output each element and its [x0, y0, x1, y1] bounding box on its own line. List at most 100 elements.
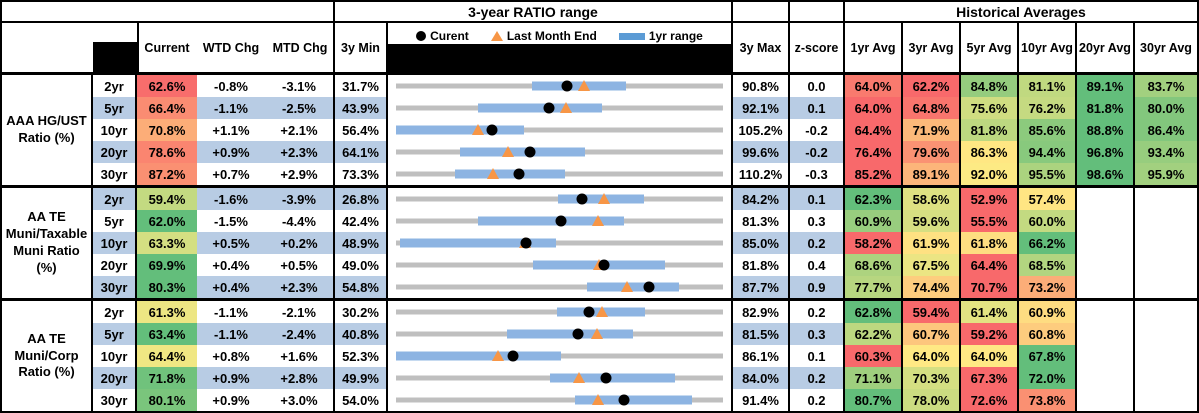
cell-avg-30yr [1135, 323, 1197, 345]
cell-current: 71.8% [137, 367, 197, 389]
cell-tenor: 2yr [93, 75, 137, 97]
triangle-icon [490, 31, 503, 41]
cell-avg-10yr: 68.5% [1019, 254, 1077, 276]
cell-avg-3yr: 58.6% [903, 188, 961, 210]
range-chart [388, 254, 733, 276]
1yr-range-bar [506, 329, 633, 339]
cell-wtd-chg: -0.8% [197, 75, 265, 97]
cell-avg-10yr: 73.2% [1019, 276, 1077, 298]
last-month-end-triangle [502, 145, 515, 157]
header-blank-max [733, 2, 790, 23]
range-track-wrap [396, 301, 723, 323]
cell-mtd-chg: +2.8% [265, 367, 335, 389]
legend-label: Curent [430, 29, 469, 43]
col-header-5yr-avg: 5yr Avg [961, 23, 1019, 72]
cell-avg-30yr: 83.7% [1135, 75, 1197, 97]
cell-avg-3yr: 60.7% [903, 323, 961, 345]
last-month-end-triangle [491, 349, 504, 361]
range-track-wrap [396, 389, 723, 411]
cell-avg-30yr [1135, 254, 1197, 276]
col-header-3y-max: 3y Max [733, 23, 790, 72]
cell-wtd-chg: -1.1% [197, 97, 265, 119]
range-track-wrap [396, 75, 723, 97]
range-track-wrap [396, 323, 723, 345]
cell-avg-3yr: 74.4% [903, 276, 961, 298]
range-track-wrap [396, 345, 723, 367]
dot-icon [416, 31, 427, 41]
cell-current: 80.1% [137, 389, 197, 411]
cell-mtd-chg: -3.1% [265, 75, 335, 97]
cell-avg-10yr: 60.9% [1019, 301, 1077, 323]
cell-tenor: 30yr [93, 163, 137, 185]
cell-avg-5yr: 81.8% [961, 119, 1019, 141]
cell-z-score: 0.1 [790, 188, 845, 210]
cell-3y-max: 91.4% [733, 389, 790, 411]
col-header-10yr-avg: 10yr Avg [1019, 23, 1077, 72]
cell-wtd-chg: +0.9% [197, 141, 265, 163]
range-chart [388, 75, 733, 97]
cell-3y-min: 52.3% [335, 345, 388, 367]
cell-z-score: 0.2 [790, 367, 845, 389]
current-dot [486, 124, 498, 136]
legend-label: Last Month End [506, 29, 597, 43]
range-chart [388, 210, 733, 232]
current-dot [513, 168, 525, 180]
cell-avg-3yr: 78.0% [903, 389, 961, 411]
cell-avg-5yr: 70.7% [961, 276, 1019, 298]
1yr-range-bar [478, 103, 603, 113]
cell-mtd-chg: +2.1% [265, 119, 335, 141]
cell-3y-min: 54.8% [335, 276, 388, 298]
range-chart [388, 323, 733, 345]
cell-z-score: 0.2 [790, 389, 845, 411]
cell-avg-1yr: 64.4% [845, 119, 903, 141]
cell-avg-30yr [1135, 188, 1197, 210]
cell-3y-min: 73.3% [335, 163, 388, 185]
cell-avg-20yr [1077, 389, 1135, 411]
header-row-2: Current WTD Chg MTD Chg 3y Min Curent Las… [2, 23, 1197, 75]
cell-tenor: 5yr [93, 323, 137, 345]
cell-avg-1yr: 64.0% [845, 75, 903, 97]
range-track-wrap [396, 163, 723, 185]
cell-avg-20yr [1077, 276, 1135, 298]
range-chart [388, 232, 733, 254]
cell-avg-10yr: 81.1% [1019, 75, 1077, 97]
cell-tenor: 10yr [93, 345, 137, 367]
1yr-range-bar [396, 125, 524, 135]
cell-current: 61.3% [137, 301, 197, 323]
cell-3y-min: 31.7% [335, 75, 388, 97]
cell-wtd-chg: +0.9% [197, 367, 265, 389]
range-chart [388, 367, 733, 389]
cell-avg-5yr: 67.3% [961, 367, 1019, 389]
cell-tenor: 5yr [93, 97, 137, 119]
current-dot [583, 306, 595, 318]
range-chart [388, 119, 733, 141]
range-track-wrap [396, 210, 723, 232]
cell-3y-min: 30.2% [335, 301, 388, 323]
cell-tenor: 20yr [93, 254, 137, 276]
cell-3y-min: 64.1% [335, 141, 388, 163]
cell-3y-min: 42.4% [335, 210, 388, 232]
cell-z-score: -0.2 [790, 119, 845, 141]
cell-avg-1yr: 62.3% [845, 188, 903, 210]
cell-avg-1yr: 58.2% [845, 232, 903, 254]
last-month-end-triangle [620, 280, 633, 292]
cell-current: 78.6% [137, 141, 197, 163]
range-chart-title: 3-year RATIO range [335, 2, 733, 23]
cell-avg-1yr: 85.2% [845, 163, 903, 185]
cell-z-score: 0.2 [790, 301, 845, 323]
range-chart-legend: Curent Last Month End 1yr range [388, 25, 731, 47]
cell-avg-5yr: 84.8% [961, 75, 1019, 97]
1yr-range-bar [460, 147, 585, 157]
cell-avg-30yr [1135, 276, 1197, 298]
cell-mtd-chg: -2.1% [265, 301, 335, 323]
tenor-header-cell [93, 23, 137, 72]
range-chart [388, 301, 733, 323]
cell-3y-min: 54.0% [335, 389, 388, 411]
cell-3y-max: 92.1% [733, 97, 790, 119]
range-chart [388, 389, 733, 411]
cell-avg-1yr: 62.2% [845, 323, 903, 345]
cell-avg-10yr: 73.8% [1019, 389, 1077, 411]
cell-avg-20yr [1077, 301, 1135, 323]
range-chart [388, 97, 733, 119]
cell-current: 80.3% [137, 276, 197, 298]
